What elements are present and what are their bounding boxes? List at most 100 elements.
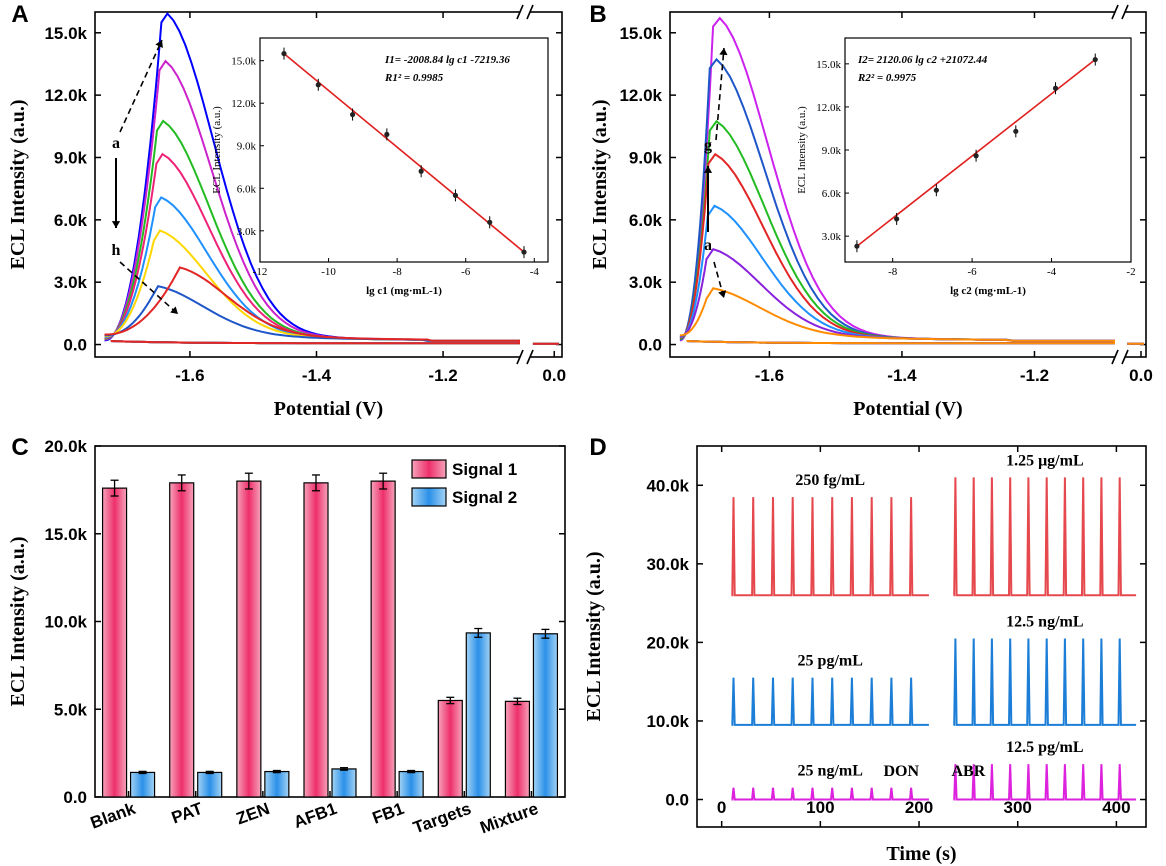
panel-a-axis-break-bottom-slash-2	[526, 349, 534, 365]
panel-a-arrow-down-head	[111, 221, 121, 228]
panel-b-inset-point	[973, 153, 979, 159]
panel-b-inset-ytick-label: 15.0k	[816, 59, 841, 71]
panel-b-cv-curve	[679, 287, 1115, 345]
panel-c-bar	[532, 633, 559, 798]
panel-b-axis-break-top-gap	[1115, 4, 1125, 20]
panel-d-pulse-trace	[953, 764, 1137, 801]
panel-d-pulse-trace	[953, 638, 1137, 726]
panel-a-ytick-label: 0.0	[63, 336, 87, 355]
panel-b-arrow-dash-down-head	[718, 290, 727, 298]
panel-a-xlabel: Potential (V)	[274, 398, 383, 420]
panel-c-legend-swatch	[411, 487, 447, 507]
panel-a-inset-xtick-label: -10	[321, 266, 336, 278]
panel-b-inset-point	[894, 216, 900, 222]
panel-c-ytick-label: 15.0k	[44, 525, 87, 544]
panel-a-ylabel: ECL Intensity (a.u.)	[7, 99, 29, 269]
panel-b-inset-box	[844, 37, 1132, 263]
panel-a-arrow-dash-down	[119, 261, 179, 315]
panel-b-inset-ytick-label: 9.0k	[822, 145, 842, 157]
panel-a-ytick-label: 9.0k	[54, 148, 88, 167]
panel-b-inset-xtick-label: -2	[1126, 266, 1135, 278]
panel-d-ytick-label: 0.0	[665, 791, 689, 810]
panel-c-bar	[129, 771, 156, 798]
panel-a-inset-xtick-label: -8	[393, 266, 403, 278]
panel-a-inset-point	[384, 131, 390, 138]
panel-a-inset-xtick-label: -12	[253, 266, 268, 278]
panel-b-inset-xtick-label: -8	[888, 266, 898, 278]
panel-d-ylabel: ECL Intensity (a.u.)	[583, 551, 605, 721]
panel-a-inset-xtick-label: -6	[461, 266, 471, 278]
panel-a-inset-point	[418, 168, 424, 174]
panel-a-xtick-label: 0.0	[542, 366, 566, 385]
panel-b-inset-point	[1013, 128, 1019, 134]
panel-b-arrow-dash-up	[715, 47, 725, 141]
panel-a-annotation-h: h	[112, 242, 121, 259]
panel-b-xtick-label: 0.0	[1129, 366, 1153, 385]
panel-b-axis-break-top-slash-2	[1121, 4, 1129, 20]
panel-a-axis-break-top-slash-2	[526, 4, 534, 20]
panel-c-ytick-label: 10.0k	[44, 613, 87, 632]
panel-c-category-label: PAT	[169, 799, 206, 828]
panel-b-inset-point	[1092, 56, 1098, 63]
panel-a-xtick-label: -1.2	[428, 366, 457, 385]
panel-c-category-label: AFB1	[291, 799, 339, 832]
panel-b-inset-point	[1052, 85, 1059, 91]
panel-c-category-label: Mixture	[477, 799, 540, 838]
panel-c-ytick-label: 20.0k	[44, 437, 87, 456]
panel-a-inset-ylabel: ECL Intensity (a.u.)	[211, 106, 223, 194]
panel-c-legend-swatch	[411, 459, 447, 479]
panel-b-ytick-label: 12.0k	[619, 86, 662, 105]
panel-c-bar	[504, 700, 531, 798]
panel-a-inset-ytick-label: 9.0k	[237, 141, 257, 153]
panel-d-xtick-label: 400	[1102, 798, 1130, 817]
panel-c-bar	[303, 482, 329, 798]
panel-a-inset-point	[521, 249, 527, 255]
panel-b-axis-break-bottom-gap	[1115, 349, 1125, 365]
panel-b-ytick-label: 0.0	[638, 336, 662, 355]
panel-c-bar	[101, 487, 128, 798]
panel-b-axis-break-bottom-slash-2	[1121, 349, 1129, 365]
panel-a-inset-fit-line	[283, 52, 525, 253]
panel-b-annotation-g: g	[704, 137, 712, 154]
panel-a-inset-point	[315, 82, 321, 88]
panel-b-ytick-label: 15.0k	[619, 24, 662, 43]
panel-b-xtick-label: -1.4	[887, 366, 917, 385]
panel-b-inset-xlabel: lg c2 (mg·mL-1)	[950, 285, 1026, 297]
panel-d-pulse-trace	[731, 497, 929, 597]
panel-a-inset-point	[349, 111, 356, 118]
panel-c-category-label: Blank	[88, 799, 139, 833]
panel-b-inset-ylabel: ECL Intensity (a.u.)	[796, 106, 808, 194]
panel-d-pulse-trace	[731, 787, 929, 801]
panel-d-trace-label: 250 fg/mL	[795, 472, 865, 489]
panel-a-label: A	[11, 1, 28, 28]
panel-c-bar	[331, 768, 357, 798]
panel-d-xlabel: Time (s)	[886, 843, 956, 865]
panel-a-arrow-dash-up	[119, 39, 163, 133]
panel-c-bar	[465, 632, 491, 798]
panel-a-inset-ytick-label: 6.0k	[237, 183, 257, 195]
panel-a-cv-curve	[104, 266, 520, 345]
panel-c-bar	[437, 699, 463, 798]
panel-d-axes-box	[696, 445, 1147, 828]
panel-b-inset-r2: R2² = 0.9975	[857, 72, 917, 84]
panel-a-xtick-label: -1.6	[175, 366, 204, 385]
panel-a-inset-xtick-label: -4	[530, 266, 540, 278]
panel-d-ytick-label: 40.0k	[646, 476, 689, 495]
panel-b-xtick-label: -1.6	[755, 366, 784, 385]
panel-d-region-label: ABR	[951, 763, 985, 780]
panel-a-arrow-dash-down-head	[170, 306, 178, 314]
panel-a-annotation-a: a	[112, 135, 120, 152]
panel-b-ytick-label: 9.0k	[629, 148, 663, 167]
panel-d-xtick-label: 0	[717, 798, 726, 817]
panel-b-inset-xtick-label: -4	[1047, 266, 1057, 278]
panel-c-bar	[169, 482, 195, 798]
panel-a-inset-ytick-label: 15.0k	[231, 56, 256, 68]
panel-d-ytick-label: 20.0k	[646, 633, 689, 652]
panel-a-axes-box	[94, 11, 563, 358]
panel-b-ytick-label: 6.0k	[629, 211, 663, 230]
panel-b-axis-break-bottom-slash-1	[1111, 349, 1119, 365]
panel-a-ytick-label: 15.0k	[44, 24, 87, 43]
panel-b-arrow-up-head	[703, 166, 713, 173]
panel-a-inset-point	[452, 192, 459, 198]
panel-c-category-label: ZEN	[234, 799, 272, 828]
